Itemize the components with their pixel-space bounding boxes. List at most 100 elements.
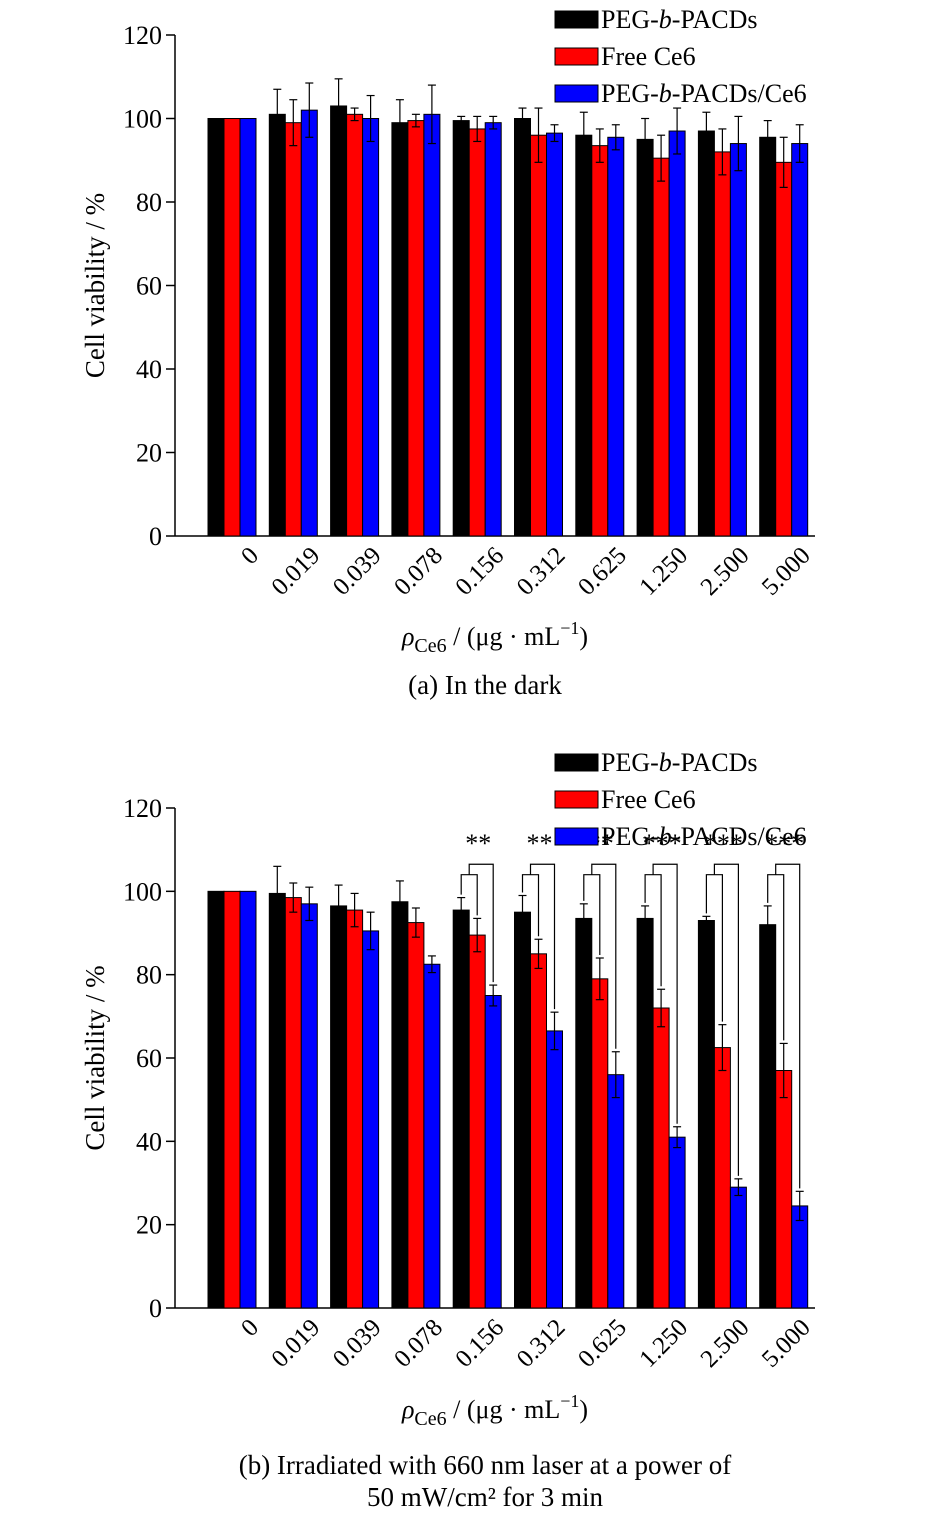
significance-bracket-inner xyxy=(705,874,723,1022)
x-axis-title-close: ) xyxy=(579,622,588,651)
legend-label-part: b xyxy=(659,748,672,777)
bar xyxy=(729,1186,747,1309)
y-tick-label: 80 xyxy=(136,961,162,990)
y-tick-label: 60 xyxy=(136,272,162,301)
y-tick-label: 100 xyxy=(123,105,162,134)
y-tick-label: 100 xyxy=(123,877,162,906)
bar xyxy=(697,130,715,537)
bar xyxy=(484,995,502,1309)
bar xyxy=(713,151,731,537)
bar xyxy=(636,917,654,1309)
legend-swatch xyxy=(554,790,599,809)
legend-label: PEG-b-PACDs/Ce6 xyxy=(601,79,807,108)
legend-label-part: b xyxy=(659,822,672,851)
panel-caption: (b) Irradiated with 660 nm laser at a po… xyxy=(239,1450,732,1480)
bar xyxy=(407,120,425,537)
bar xyxy=(591,978,609,1309)
legend-label-part: -PACDs xyxy=(672,5,758,34)
significance-bracket-outer xyxy=(468,863,494,983)
bar xyxy=(575,917,593,1309)
bar xyxy=(284,897,302,1309)
significance-label: *** xyxy=(643,829,682,858)
x-tick-label: 0.078 xyxy=(389,1314,448,1373)
bar xyxy=(468,128,486,537)
x-tick-label: 1.250 xyxy=(634,1314,693,1373)
x-tick-label: 0.312 xyxy=(512,542,571,601)
significance-bracket-inner xyxy=(583,874,601,955)
legend-label: PEG-b-PACDs/Ce6 xyxy=(601,822,807,851)
bar xyxy=(423,113,441,537)
bar xyxy=(530,953,547,1309)
bar xyxy=(268,892,286,1309)
legend-swatch xyxy=(554,10,599,29)
y-tick-label: 120 xyxy=(123,21,162,50)
x-axis-title-superscript: −1 xyxy=(560,1391,579,1411)
x-tick-label: 0 xyxy=(236,542,264,570)
bar xyxy=(268,113,286,537)
legend-label-part: PEG- xyxy=(601,5,659,34)
y-tick-label: 20 xyxy=(136,439,162,468)
y-tick-label: 40 xyxy=(136,1127,162,1156)
x-axis-title: ρCe6 / (μg · mL−1) xyxy=(401,1391,588,1430)
x-tick-label: 0.625 xyxy=(573,1314,632,1373)
bar xyxy=(468,934,486,1309)
x-axis-title: ρCe6 / (μg · mL−1) xyxy=(401,618,588,657)
x-tick-label: 0.312 xyxy=(512,1314,571,1373)
x-tick-label: 1.250 xyxy=(634,542,693,601)
significance-bracket-inner xyxy=(460,874,478,916)
x-tick-label: 0 xyxy=(236,1314,264,1342)
bar xyxy=(362,930,380,1309)
legend-swatch xyxy=(554,827,599,846)
bar xyxy=(346,909,364,1309)
legend-label-part: -PACDs/Ce6 xyxy=(672,822,807,851)
bar xyxy=(713,1047,731,1309)
bar xyxy=(607,1074,625,1309)
bar xyxy=(423,963,441,1309)
y-axis-title: Cell viability / % xyxy=(80,965,110,1150)
y-tick-label: 60 xyxy=(136,1044,162,1073)
significance-bracket-inner xyxy=(644,874,662,987)
x-tick-label: 2.500 xyxy=(696,1314,755,1373)
legend-label-part: Free Ce6 xyxy=(601,785,696,814)
x-axis-title-unit: / (μg · mL xyxy=(447,1395,561,1424)
bar xyxy=(775,161,793,537)
bar xyxy=(452,120,470,537)
x-tick-label: 0.156 xyxy=(450,542,509,601)
legend-label-part: -PACDs/Ce6 xyxy=(672,79,807,108)
x-axis-title-unit: / (μg · mL xyxy=(447,622,561,651)
y-tick-label: 120 xyxy=(123,794,162,823)
bar xyxy=(791,1205,809,1309)
bar xyxy=(300,109,318,537)
significance-bracket-outer xyxy=(775,863,801,1189)
legend-label: Free Ce6 xyxy=(601,785,696,814)
bar xyxy=(729,143,747,537)
significance-label: ** xyxy=(527,829,553,858)
x-axis-title-symbol: ρ xyxy=(401,1395,414,1424)
x-tick-label: 2.500 xyxy=(696,542,755,601)
significance-bracket-outer xyxy=(591,863,617,1049)
bar xyxy=(223,890,241,1309)
bar xyxy=(759,136,777,537)
significance-bracket-outer xyxy=(529,863,556,1010)
significance-bracket-outer xyxy=(652,863,678,1124)
x-tick-label: 0.039 xyxy=(328,1314,387,1373)
x-tick-label: 5.000 xyxy=(757,1314,816,1373)
bar xyxy=(284,122,302,537)
x-axis-title-subscript: Ce6 xyxy=(414,635,446,657)
bar xyxy=(330,905,348,1309)
bar xyxy=(775,1070,793,1309)
bar xyxy=(668,1136,686,1309)
bar xyxy=(330,105,348,537)
x-axis-title-superscript: −1 xyxy=(560,618,579,638)
significance-bracket-outer xyxy=(713,863,739,1176)
legend-label: PEG-b-PACDs xyxy=(601,5,758,34)
significance-label: *** xyxy=(704,829,743,858)
x-axis-title-symbol: ρ xyxy=(401,622,414,651)
legend-label: Free Ce6 xyxy=(601,42,696,71)
bar xyxy=(407,922,425,1309)
bar xyxy=(791,143,809,537)
significance-label: ** xyxy=(465,829,491,858)
panel-caption: (a) In the dark xyxy=(408,670,562,700)
